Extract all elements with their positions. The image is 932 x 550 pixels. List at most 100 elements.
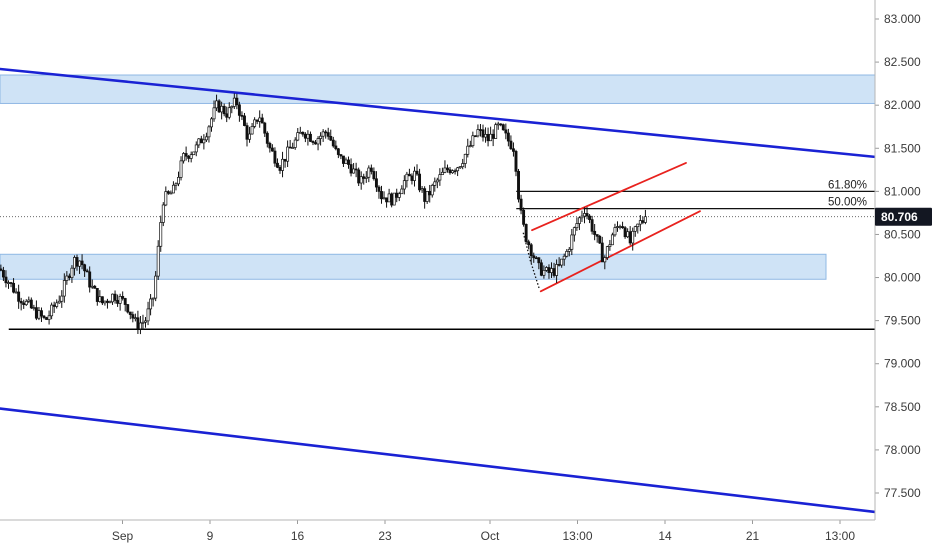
candle-body (613, 227, 617, 236)
candle-body (306, 133, 310, 139)
candle-body (461, 163, 465, 168)
candle-body (151, 297, 155, 300)
y-tick-label: 83.000 (884, 12, 921, 26)
candle-body (141, 321, 145, 324)
candle-body (126, 304, 130, 313)
candle-body (380, 191, 383, 200)
candle-body (570, 234, 574, 250)
candle-body (336, 148, 340, 155)
candle-body (105, 300, 109, 303)
candle-body (314, 142, 317, 145)
candle-body (270, 147, 274, 152)
y-tick-label: 82.000 (884, 98, 921, 112)
y-tick-label: 81.500 (884, 141, 921, 155)
candle-body (273, 150, 277, 164)
candle-body (237, 104, 241, 116)
candle-body (377, 186, 381, 192)
candle-body (473, 135, 477, 138)
candle-body (496, 123, 500, 126)
candle-body (405, 173, 409, 182)
candle-body (169, 192, 173, 195)
zone-1 (0, 253, 827, 280)
candle-body (311, 141, 315, 143)
candle-body (583, 213, 586, 217)
candle-body (339, 154, 343, 157)
candle-body (276, 162, 279, 168)
candle-body (189, 154, 193, 159)
candle-body (428, 191, 432, 196)
candle-body (527, 241, 531, 246)
candle-body (341, 155, 345, 164)
candle-body (567, 248, 571, 252)
candle-body (509, 140, 513, 150)
y-tick-label: 78.500 (884, 400, 921, 414)
candle-body (519, 198, 523, 211)
candle-body (212, 107, 216, 120)
candle-body (75, 257, 79, 267)
x-tick-label: 23 (378, 529, 392, 543)
candle-body (499, 123, 503, 126)
y-tick-label: 77.500 (884, 486, 921, 500)
candle-body (199, 138, 203, 144)
candle-body (103, 300, 107, 304)
candle-body (555, 264, 559, 276)
candle-body (476, 129, 480, 137)
candle-body (301, 131, 305, 135)
candle-body (85, 270, 89, 273)
candle-body (590, 219, 594, 232)
candle-body (260, 117, 264, 124)
candle-body (182, 153, 186, 162)
candle-body (517, 171, 520, 200)
candle-body (14, 291, 18, 294)
y-tick-label: 79.500 (884, 314, 921, 328)
candle-body (504, 129, 508, 134)
candle-body (133, 317, 137, 320)
candle-body (116, 300, 120, 304)
candle-body (362, 176, 366, 179)
candle-body (354, 168, 358, 171)
candle-body (369, 167, 373, 172)
candle-body (347, 159, 350, 165)
candle-body (598, 235, 602, 244)
candle-body (643, 216, 647, 223)
candle-body (179, 160, 183, 178)
candle-body (334, 145, 338, 150)
candle-body (291, 147, 295, 149)
candle-body (62, 280, 66, 297)
candle-body (286, 146, 290, 162)
candle-body (45, 317, 49, 320)
candle-body (593, 230, 597, 235)
candle-body (100, 296, 104, 304)
candle-body (217, 100, 221, 113)
candle-body (628, 231, 632, 244)
candle-body (400, 188, 404, 195)
current-price-label: 80.706 (881, 210, 918, 224)
candle-body (70, 267, 74, 278)
candle-body (580, 215, 584, 219)
candle-body (329, 136, 333, 141)
x-tick-label: 13:00 (562, 529, 592, 543)
candle-body (547, 267, 551, 273)
candle-body (171, 184, 175, 194)
candle-body (255, 119, 259, 122)
candle-body (232, 97, 236, 107)
candle-body (50, 304, 54, 317)
candle-body (222, 105, 226, 115)
candle-body (22, 302, 26, 306)
candle-body (192, 151, 196, 156)
candle-body (605, 246, 609, 258)
candle-body (382, 197, 386, 200)
candle-body (397, 193, 401, 198)
candle-body (588, 215, 592, 220)
candle-body (144, 320, 147, 323)
candle-body (420, 188, 424, 191)
candle-body (372, 171, 376, 180)
candle-body (433, 181, 437, 186)
candle-body (349, 164, 353, 174)
candle-body (204, 136, 208, 141)
candle-body (514, 151, 518, 172)
candle-body (55, 302, 59, 307)
candle-body (522, 209, 526, 225)
candle-body (34, 307, 38, 319)
